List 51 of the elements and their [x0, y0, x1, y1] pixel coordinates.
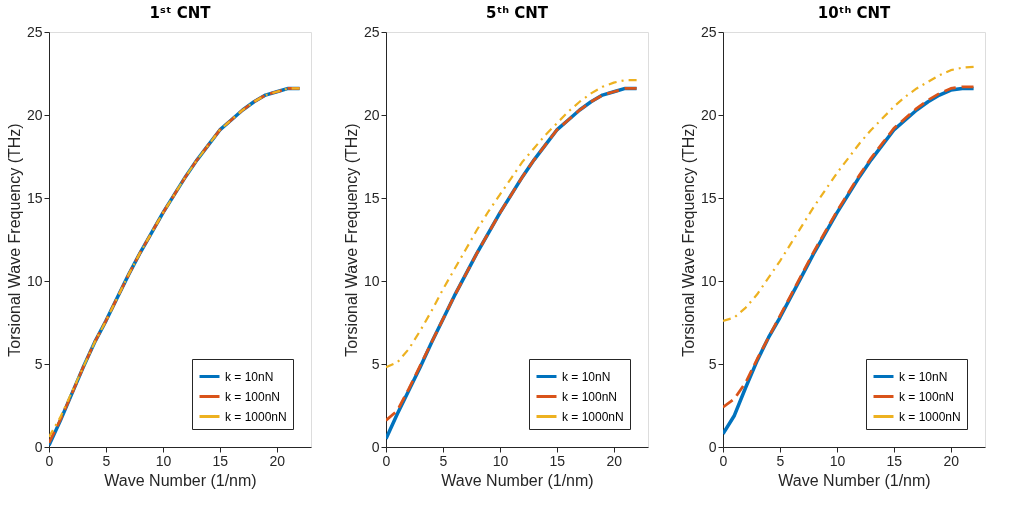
legend-label: k = 1000nN [562, 409, 624, 424]
y-tick-label: 20 [700, 106, 717, 123]
y-tick-label: 25 [26, 23, 43, 40]
legend-label: k = 10nN [562, 369, 611, 384]
y-tick-label: 0 [34, 438, 43, 455]
chart-title: 1ˢᵗ CNT [149, 4, 212, 22]
legend-label: k = 100nN [899, 389, 955, 404]
legend-label: k = 100nN [562, 389, 618, 404]
x-tick-label: 5 [102, 452, 111, 469]
y-axis-title: Torsional Wave Frequency (THz) [342, 123, 360, 357]
x-tick-label: 0 [719, 452, 728, 469]
x-tick-label: 20 [606, 452, 623, 469]
y-axis-title: Torsional Wave Frequency (THz) [679, 123, 697, 357]
x-axis-title: Wave Number (1/nm) [778, 471, 931, 489]
y-tick-label: 5 [34, 355, 43, 372]
x-tick-label: 5 [439, 452, 448, 469]
legend-label: k = 1000nN [225, 409, 287, 424]
y-tick-label: 10 [26, 272, 43, 289]
y-tick-label: 10 [363, 272, 380, 289]
x-tick-label: 15 [549, 452, 566, 469]
y-axis-title: Torsional Wave Frequency (THz) [5, 123, 23, 357]
y-tick-label: 25 [700, 23, 717, 40]
y-tick-label: 25 [363, 23, 380, 40]
x-axis-title: Wave Number (1/nm) [104, 471, 257, 489]
chart-title: 5ᵗʰ CNT [485, 4, 549, 22]
x-axis-title: Wave Number (1/nm) [441, 471, 594, 489]
x-tick-label: 5 [776, 452, 785, 469]
legend-label: k = 10nN [899, 369, 948, 384]
y-tick-label: 5 [708, 355, 717, 372]
y-tick-label: 10 [700, 272, 717, 289]
x-tick-label: 10 [829, 452, 846, 469]
y-tick-label: 20 [26, 106, 43, 123]
x-tick-label: 15 [212, 452, 229, 469]
y-tick-label: 15 [363, 189, 380, 206]
x-tick-label: 20 [943, 452, 960, 469]
legend-label: k = 1000nN [899, 409, 961, 424]
x-tick-label: 20 [269, 452, 286, 469]
y-tick-label: 5 [371, 355, 380, 372]
x-tick-label: 10 [155, 452, 172, 469]
x-tick-label: 0 [45, 452, 54, 469]
y-tick-label: 0 [371, 438, 380, 455]
y-tick-label: 15 [700, 189, 717, 206]
x-tick-label: 0 [382, 452, 391, 469]
y-tick-label: 0 [708, 438, 717, 455]
x-tick-label: 15 [886, 452, 903, 469]
chart-title: 10ᵗʰ CNT [817, 4, 892, 22]
x-tick-label: 10 [492, 452, 509, 469]
y-tick-label: 15 [26, 189, 43, 206]
legend-label: k = 10nN [225, 369, 274, 384]
legend-label: k = 100nN [225, 389, 281, 404]
y-tick-label: 20 [363, 106, 380, 123]
